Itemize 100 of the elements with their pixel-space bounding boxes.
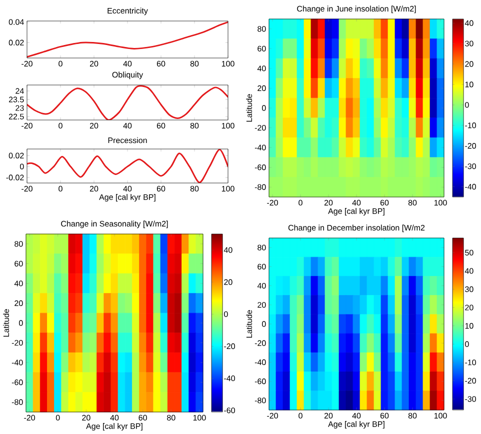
y-tick-label: 22.5 <box>8 114 24 120</box>
y-tick-label: 24 <box>16 88 24 94</box>
x-tick-label: 100 <box>434 200 447 206</box>
y-tick-label: 40 <box>14 280 23 286</box>
y-tick-label: 40 <box>257 282 266 289</box>
x-tick-label: 20 <box>82 414 90 421</box>
y-tick-label: 0.04 <box>8 19 24 25</box>
color-bar-label: 0 <box>465 102 469 108</box>
y-tick-label: -80 <box>254 184 266 190</box>
y-tick-label: 0 <box>19 320 23 326</box>
x-tick-label: 40 <box>352 200 361 206</box>
line-series <box>27 85 228 120</box>
chart-title: Precession <box>108 137 147 144</box>
y-tick-label: 0 <box>262 321 266 327</box>
color-bar-label: 30 <box>465 286 474 292</box>
y-tick-label: 40 <box>257 66 266 72</box>
x-tick-label: 100 <box>222 60 234 67</box>
x-tick-label: -20 <box>267 200 278 206</box>
color-bar-label: 20 <box>465 304 474 310</box>
x-tick-label: 0 <box>298 412 302 419</box>
x-axis-title: Age [cal kyr BP] <box>328 421 384 429</box>
y-tick-label: -40 <box>254 359 266 366</box>
y-tick-label: 0 <box>262 105 266 111</box>
x-tick-label: 20 <box>90 186 98 192</box>
x-tick-label: 100 <box>193 414 206 421</box>
x-tick-label: 0 <box>298 200 302 206</box>
y-tick-label: 0.02 <box>8 152 24 158</box>
y-tick-label: 80 <box>258 26 266 32</box>
y-tick-label: 60 <box>14 260 23 267</box>
x-tick-label: 20 <box>90 122 98 129</box>
x-tick-label: 80 <box>190 60 199 67</box>
x-tick-label: 100 <box>434 412 447 419</box>
y-tick-label: -80 <box>12 399 23 405</box>
color-bar-label: 0 <box>224 311 228 318</box>
y-axis-title: Latitude <box>246 310 252 338</box>
color-bar-label: -30 <box>465 163 476 170</box>
chart-title: Change in December insolation [W/m2 <box>288 224 425 232</box>
y-tick-label: 20 <box>258 302 266 308</box>
y-tick-label: -60 <box>254 164 266 170</box>
x-tick-label: 60 <box>380 412 389 419</box>
color-bar-label: 10 <box>465 82 474 88</box>
y-tick-label: 60 <box>258 264 266 270</box>
x-tick-label: 60 <box>156 122 166 129</box>
color-bar-label: 10 <box>465 323 474 329</box>
color-bar-label: -30 <box>465 396 476 402</box>
y-tick-label: -40 <box>254 144 266 150</box>
x-tick-label: -20 <box>24 414 36 421</box>
chart-title: Obliquity <box>112 72 144 80</box>
x-tick-label: 20 <box>324 412 333 419</box>
x-tick-label: 80 <box>167 414 176 421</box>
chart-title: Change in June insolation [W/m2] <box>297 6 416 14</box>
line-series <box>27 149 228 183</box>
x-tick-label: 40 <box>123 186 132 192</box>
x-tick-label: 0 <box>58 122 62 129</box>
color-bar-label: -40 <box>465 184 476 190</box>
y-tick-label: 23 <box>16 105 24 111</box>
y-tick-label: 80 <box>14 241 23 247</box>
y-tick-label: 0 <box>20 164 24 170</box>
color-bar-label: -20 <box>224 343 235 350</box>
x-tick-label: 40 <box>352 412 361 419</box>
x-tick-label: 60 <box>138 414 147 421</box>
line-series <box>27 21 228 58</box>
x-tick-label: 100 <box>222 186 234 192</box>
x-tick-label: 60 <box>156 60 166 67</box>
color-bar-label: 50 <box>465 250 474 256</box>
color-bar-label: 30 <box>465 40 474 46</box>
x-tick-label: 80 <box>408 412 417 419</box>
x-tick-label: 40 <box>123 122 132 129</box>
x-tick-label: 100 <box>222 122 234 129</box>
x-tick-label: 0 <box>58 186 62 192</box>
x-axis-title: Age [cal kyr BP] <box>86 423 142 431</box>
x-axis-title: Age [cal kyr BP] <box>328 208 384 216</box>
color-bar-label: -10 <box>465 122 476 128</box>
y-tick-label: 0.02 <box>8 40 24 46</box>
y-tick-label: -20 <box>254 340 266 346</box>
y-tick-label: 80 <box>258 244 266 250</box>
x-tick-label: 80 <box>190 186 199 192</box>
color-bar-label: 40 <box>464 20 474 26</box>
y-tick-label: -60 <box>254 378 266 384</box>
y-tick-label: -60 <box>12 380 23 386</box>
color-bar-label: -40 <box>224 375 235 382</box>
color-bar-label: -10 <box>465 360 476 366</box>
color-bar-label: 0 <box>465 341 469 347</box>
x-tick-label: 40 <box>110 414 119 421</box>
y-tick-label: -0.02 <box>6 174 24 180</box>
y-axis-title: Latitude <box>246 94 252 122</box>
color-bar-label: -20 <box>465 378 476 384</box>
y-tick-label: 20 <box>258 85 266 92</box>
y-tick-label: 60 <box>258 46 266 52</box>
x-axis-title: Age [cal kyr BP] <box>99 194 156 202</box>
y-tick-label: -40 <box>12 360 23 366</box>
y-tick-label: 20 <box>14 300 23 306</box>
y-tick-label: -80 <box>254 398 266 404</box>
x-tick-label: 60 <box>380 200 389 206</box>
y-axis-title: Latitude <box>3 309 10 337</box>
y-tick-label: 23.5 <box>8 96 24 102</box>
x-tick-label: -20 <box>267 412 278 419</box>
x-tick-label: 20 <box>324 200 333 206</box>
color-bar-label: 40 <box>464 268 474 274</box>
color-bar-label: 40 <box>224 247 232 253</box>
